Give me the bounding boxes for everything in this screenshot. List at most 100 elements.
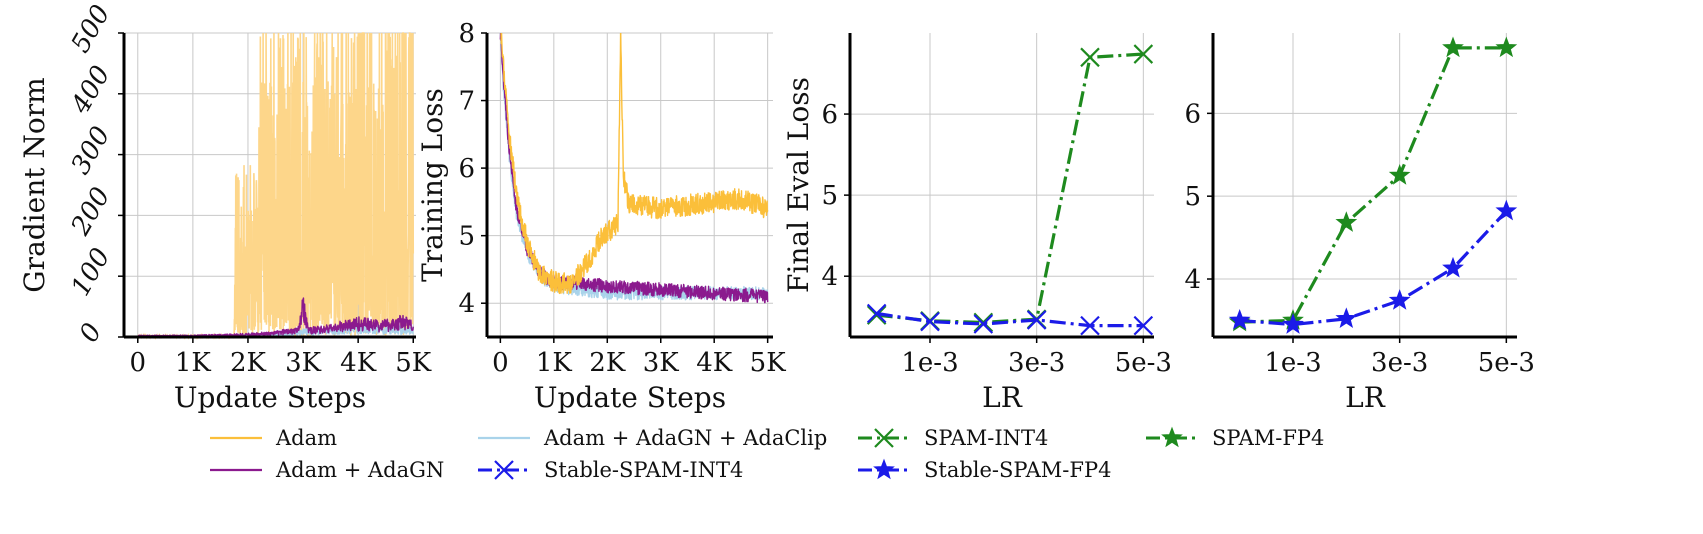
series-stable-spam-int4 bbox=[866, 303, 1154, 336]
adam-line bbox=[137, 32, 415, 341]
series-stable-spam-fp4-marker bbox=[1282, 313, 1304, 334]
legend-label: SPAM-FP4 bbox=[1212, 426, 1324, 450]
series-stable-spam-fp4-marker bbox=[1228, 309, 1251, 330]
x-axis-label: LR bbox=[1345, 381, 1386, 414]
legend-item: Stable-SPAM-FP4 bbox=[858, 458, 1111, 482]
legend-marker bbox=[874, 428, 894, 448]
x-tick-label: 3K bbox=[285, 348, 322, 378]
series-spam-int4-marker bbox=[1080, 47, 1100, 68]
adam-line bbox=[500, 33, 769, 295]
series-stable-spam-int4-marker bbox=[866, 303, 887, 324]
y-tick-label: 0 bbox=[74, 318, 108, 347]
x-tick-label: 1K bbox=[175, 348, 212, 378]
x-axis-label: Update Steps bbox=[174, 381, 366, 414]
fp4-eval-loss-chart: 1e-3 3e-3 5e-3 4 5 6 LR bbox=[1184, 33, 1535, 414]
legend-marker bbox=[873, 458, 895, 480]
legend-label: Stable-SPAM-FP4 bbox=[924, 458, 1111, 482]
x-tick-label: 5K bbox=[750, 348, 787, 378]
y-tick-label: 100 bbox=[66, 243, 117, 301]
y-tick-label: 5 bbox=[821, 181, 838, 211]
x-tick-label: 3e-3 bbox=[1008, 348, 1065, 378]
y-axis-label: Training Loss bbox=[416, 88, 449, 282]
series-spam-fp4-marker bbox=[1335, 211, 1358, 232]
y-axis-label: Gradient Norm bbox=[18, 77, 51, 292]
y-tick-label: 8 bbox=[458, 19, 475, 49]
x-axis-label: LR bbox=[982, 381, 1023, 414]
legend: Adam Adam + AdaGN + AdaClip SPAM-INT4 SPAM-… bbox=[210, 426, 1324, 482]
series-adam-adagn-adaclip bbox=[499, 33, 769, 301]
legend-item: Stable-SPAM-INT4 bbox=[478, 458, 743, 482]
series-adam bbox=[137, 32, 415, 341]
gridlines bbox=[850, 33, 1154, 337]
series-spam-int4-marker bbox=[973, 312, 994, 333]
gridlines bbox=[1213, 33, 1517, 337]
series-stable-spam-int4-marker bbox=[973, 314, 994, 334]
series-stable-spam-fp4-line bbox=[1239, 209, 1508, 327]
legend-item: Adam + AdaGN + AdaClip bbox=[478, 426, 827, 450]
x-tick-label: 0 bbox=[492, 348, 509, 378]
adam-adagn-adaclip-line bbox=[499, 33, 769, 301]
series-adam-adagn bbox=[499, 33, 769, 304]
y-tick-label: 400 bbox=[65, 61, 116, 120]
x-axis-label: Update Steps bbox=[534, 381, 726, 414]
y-tick-label: 4 bbox=[1184, 265, 1201, 295]
legend-label: Stable-SPAM-INT4 bbox=[544, 458, 743, 482]
adam-adagn-line bbox=[499, 33, 769, 304]
y-tick-label: 4 bbox=[821, 262, 838, 292]
legend-label: Adam bbox=[275, 426, 337, 450]
series-spam-fp4 bbox=[1228, 36, 1518, 332]
legend-item: SPAM-FP4 bbox=[1146, 426, 1324, 450]
x-tick-label: 4K bbox=[696, 348, 733, 378]
x-tick-label: 4K bbox=[340, 348, 377, 378]
gridlines bbox=[487, 32, 773, 337]
series-spam-fp4-marker bbox=[1495, 36, 1518, 58]
x-tick-label: 5e-3 bbox=[1478, 348, 1535, 378]
y-tick-label: 300 bbox=[66, 122, 117, 180]
y-tick-label: 4 bbox=[458, 289, 475, 319]
x-tick-label: 2K bbox=[589, 348, 626, 378]
int4-eval-loss-chart: 1e-3 3e-3 5e-3 4 5 6 LR Final Eval Loss bbox=[782, 33, 1172, 414]
y-axis-label: Final Eval Loss bbox=[782, 77, 815, 293]
series-stable-spam-int4-marker bbox=[920, 311, 940, 332]
series-adam bbox=[500, 33, 769, 295]
legend-label: SPAM-INT4 bbox=[924, 426, 1048, 450]
series-spam-fp4-marker bbox=[1388, 164, 1411, 185]
series-spam-int4-line bbox=[876, 52, 1144, 325]
series-stable-spam-int4-line bbox=[876, 311, 1144, 328]
y-tick-label: 200 bbox=[65, 182, 116, 241]
series-stable-spam-fp4-marker bbox=[1335, 307, 1358, 329]
series-stable-spam-fp4-marker bbox=[1495, 199, 1518, 221]
y-tick-label: 6 bbox=[1184, 99, 1201, 129]
legend-item: SPAM-INT4 bbox=[858, 426, 1048, 450]
x-tick-label: 5e-3 bbox=[1115, 348, 1172, 378]
x-tick-label: 3e-3 bbox=[1371, 348, 1428, 378]
series-spam-int4-marker bbox=[1133, 44, 1154, 64]
legend-marker bbox=[494, 460, 514, 480]
series-stable-spam-int4-marker bbox=[1133, 315, 1154, 336]
y-tick-label: 6 bbox=[821, 100, 838, 130]
series-stable-spam-fp4-marker bbox=[1442, 256, 1464, 278]
x-tick-label: 1e-3 bbox=[1264, 348, 1321, 378]
x-tick-label: 1K bbox=[536, 348, 573, 378]
series-spam-int4 bbox=[866, 44, 1154, 333]
series-stable-spam-fp4 bbox=[1228, 199, 1518, 334]
x-tick-label: 5K bbox=[395, 348, 432, 378]
series-stable-spam-int4-marker bbox=[1080, 315, 1100, 336]
x-tick-label: 3K bbox=[643, 348, 680, 378]
series-spam-fp4-marker bbox=[1442, 36, 1464, 58]
legend-label: Adam + AdaGN + AdaClip bbox=[543, 426, 827, 450]
y-tick-label: 500 bbox=[66, 0, 117, 58]
y-tick-label: 5 bbox=[1184, 182, 1201, 212]
x-tick-label: 0 bbox=[130, 348, 147, 378]
x-tick-label: 2K bbox=[230, 348, 267, 378]
y-tick-label: 6 bbox=[458, 154, 475, 184]
series-stable-spam-fp4-marker bbox=[1388, 289, 1411, 310]
y-tick-label: 5 bbox=[458, 222, 475, 252]
series-stable-spam-int4-marker bbox=[1026, 310, 1047, 330]
series-spam-fp4-line bbox=[1239, 46, 1507, 324]
y-tick-label: 7 bbox=[458, 87, 475, 117]
legend-item: Adam + AdaGN bbox=[210, 458, 444, 482]
legend-marker bbox=[1161, 426, 1183, 448]
